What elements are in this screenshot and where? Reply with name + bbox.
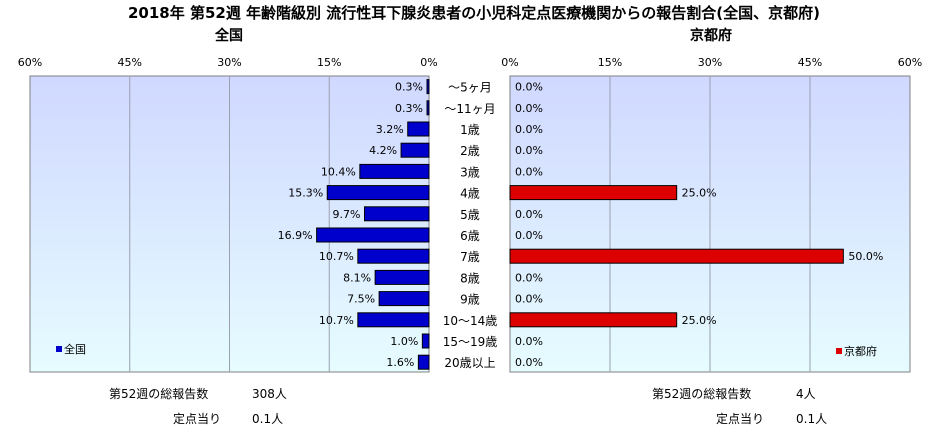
national-legend: 全国 <box>56 342 86 356</box>
national-value-label: 15.3% <box>288 187 323 200</box>
national-bar <box>363 206 430 222</box>
age-category-label: 9歳 <box>460 293 480 307</box>
kyoto-bar <box>509 248 844 264</box>
age-category-label: 5歳 <box>460 208 480 222</box>
national-bar <box>417 354 430 370</box>
kyoto-value-label: 0.0% <box>515 271 543 284</box>
kyoto-x-tick-label: 15% <box>598 56 622 69</box>
national-bar <box>378 291 430 307</box>
kyoto-value-label: 0.0% <box>515 335 543 348</box>
national-per-value: 0.1人 <box>252 412 283 426</box>
age-category-label: 15～19歳 <box>443 335 498 349</box>
kyoto-value-label: 0.0% <box>515 102 543 115</box>
kyoto-legend-label: 京都府 <box>844 344 877 358</box>
kyoto-legend: 京都府 <box>836 344 877 358</box>
national-bar <box>357 312 430 328</box>
national-value-label: 4.2% <box>369 144 397 157</box>
age-category-label: 8歳 <box>460 271 480 285</box>
chart-title: 2018年 第52週 年齢階級別 流行性耳下腺炎患者の小児科定点医療機関からの報… <box>128 4 820 22</box>
age-category-label: ～11ヶ月 <box>444 102 495 116</box>
kyoto-panel-title: 京都府 <box>690 27 732 44</box>
kyoto-per-value: 0.1人 <box>796 412 827 426</box>
kyoto-value-label: 50.0% <box>848 250 883 263</box>
kyoto-value-label: 0.0% <box>515 293 543 306</box>
national-value-label: 0.3% <box>395 102 423 115</box>
kyoto-x-tick-label: 45% <box>798 56 822 69</box>
national-value-label: 10.4% <box>321 165 356 178</box>
kyoto-bar <box>509 185 678 201</box>
kyoto-total-label: 第52週の総報告数 <box>652 386 751 401</box>
kyoto-x-tick-label: 60% <box>898 56 922 69</box>
national-bar <box>359 163 430 179</box>
national-bar <box>407 121 430 137</box>
kyoto-value-label: 0.0% <box>515 123 543 136</box>
kyoto-value-label: 0.0% <box>515 81 543 94</box>
kyoto-per-label: 定点当り <box>716 411 764 426</box>
kyoto-value-label: 0.0% <box>515 356 543 369</box>
national-footer: 第52週の総報告数 308人 定点当り 0.1人 <box>109 386 287 426</box>
kyoto-value-label: 0.0% <box>515 144 543 157</box>
age-category-label: 2歳 <box>460 144 480 158</box>
national-x-tick-label: 0% <box>420 56 437 69</box>
national-total-value: 308人 <box>252 387 287 401</box>
kyoto-value-label: 0.0% <box>515 229 543 242</box>
national-value-label: 8.1% <box>343 271 371 284</box>
national-value-label: 0.3% <box>395 81 423 94</box>
national-x-tick-label: 60% <box>18 56 42 69</box>
national-bar <box>421 333 430 349</box>
age-category-label: 1歳 <box>460 123 480 137</box>
national-value-label: 10.7% <box>319 250 354 263</box>
kyoto-value-label: 25.0% <box>682 187 717 200</box>
national-x-tick-label: 30% <box>217 56 241 69</box>
national-value-label: 9.7% <box>333 208 361 221</box>
national-legend-label: 全国 <box>64 342 86 356</box>
age-category-label: 20歳以上 <box>444 356 495 370</box>
national-value-label: 1.0% <box>390 335 418 348</box>
national-x-tick-label: 15% <box>317 56 341 69</box>
national-panel-title: 全国 <box>214 27 243 44</box>
kyoto-total-value: 4人 <box>796 387 816 401</box>
kyoto-x-tick-label: 30% <box>698 56 722 69</box>
national-value-label: 10.7% <box>319 314 354 327</box>
national-per-label: 定点当り <box>173 411 221 426</box>
age-category-label: 7歳 <box>460 250 480 264</box>
national-value-label: 3.2% <box>376 123 404 136</box>
kyoto-legend-swatch <box>836 348 842 354</box>
national-value-label: 7.5% <box>347 293 375 306</box>
national-bar <box>426 79 430 95</box>
national-x-tick-label: 45% <box>118 56 142 69</box>
kyoto-value-label: 25.0% <box>682 314 717 327</box>
national-bar <box>316 227 430 243</box>
national-total-label: 第52週の総報告数 <box>109 386 208 401</box>
age-category-label: 3歳 <box>460 165 480 179</box>
kyoto-x-tick-label: 0% <box>501 56 518 69</box>
national-bar <box>357 248 430 264</box>
kyoto-value-label: 0.0% <box>515 165 543 178</box>
age-category-label: 10～14歳 <box>443 314 498 328</box>
kyoto-footer: 第52週の総報告数 4人 定点当り 0.1人 <box>652 386 827 426</box>
age-category-label: 4歳 <box>460 187 480 201</box>
national-value-label: 1.6% <box>386 356 414 369</box>
national-bar <box>426 100 430 116</box>
age-category-label: 6歳 <box>460 229 480 243</box>
national-value-label: 16.9% <box>278 229 313 242</box>
national-legend-swatch <box>56 346 62 352</box>
national-bar <box>400 142 430 158</box>
national-bar <box>374 269 430 285</box>
kyoto-value-label: 0.0% <box>515 208 543 221</box>
kyoto-bar <box>509 312 678 328</box>
age-category-label: ～5ヶ月 <box>448 81 492 95</box>
national-bar <box>326 185 430 201</box>
